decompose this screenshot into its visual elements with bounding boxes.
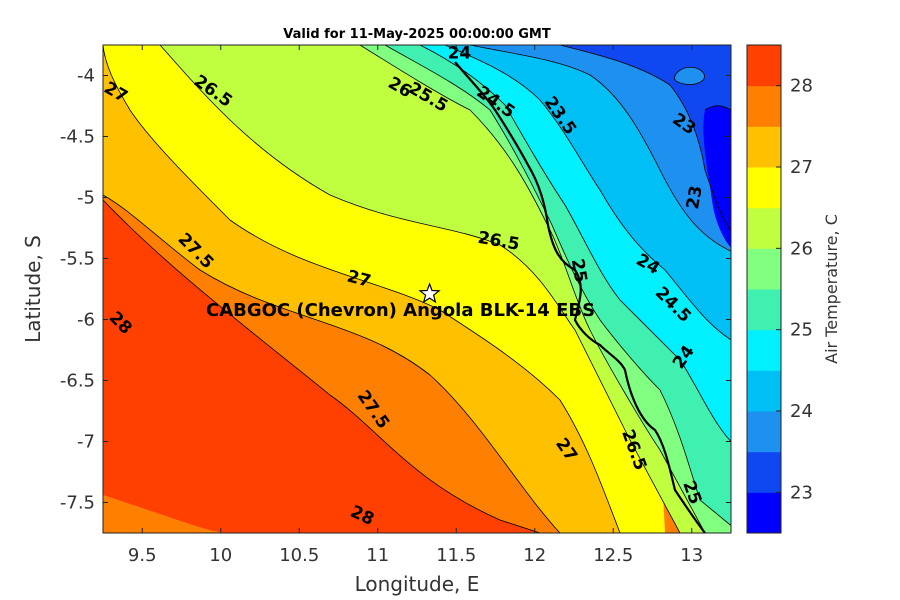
y-tick-label: -6.5 xyxy=(60,371,95,392)
colorbar-band xyxy=(747,45,781,87)
plot-frame xyxy=(102,44,732,534)
x-tick-label: 10 xyxy=(209,545,232,566)
colorbar-band xyxy=(747,370,781,412)
band-23-23-5 xyxy=(560,45,731,231)
star-icon xyxy=(418,282,441,304)
y-tick-label: -4.5 xyxy=(60,127,95,148)
colorbar-tick-label: 26 xyxy=(790,238,813,259)
colorbar-band xyxy=(747,126,781,168)
colorbar-band xyxy=(747,85,781,127)
y-axis-label: Latitude, S xyxy=(21,235,45,343)
y-tick-label: -5.5 xyxy=(60,249,95,270)
map-title: Valid for 11-May-2025 00:00:00 GMT xyxy=(283,27,551,42)
band-27-5-28-corner xyxy=(103,495,230,533)
x-tick-label: 11 xyxy=(366,545,389,566)
colorbar-band xyxy=(747,329,781,371)
colorbar-frame xyxy=(746,44,782,534)
x-tick-label: 11.5 xyxy=(436,545,476,566)
colorbar-tick-label: 25 xyxy=(790,320,813,341)
x-tick-label: 9.5 xyxy=(128,545,157,566)
colorbar: 23 24 25 26 27 28 xyxy=(747,45,813,534)
band-23-5-24 xyxy=(470,45,731,252)
colorbar-band xyxy=(747,289,781,331)
cool-patch xyxy=(674,67,705,85)
y-tick-label: -5 xyxy=(77,188,95,209)
contour-label: 25 xyxy=(567,257,591,284)
colorbar-tick-label: 27 xyxy=(790,157,813,178)
colorbar-label: Air Temperature, C xyxy=(822,214,841,364)
colorbar-band xyxy=(747,451,781,493)
x-axis-label: Longitude, E xyxy=(355,572,480,596)
band-28-plus xyxy=(103,200,540,533)
colorbar-band xyxy=(747,411,781,453)
y-tick-label: -4 xyxy=(77,66,95,87)
band-below-23 xyxy=(703,105,731,248)
x-tick-label: 10.5 xyxy=(279,545,319,566)
colorbar-band xyxy=(747,207,781,249)
colorbar-tick-label: 24 xyxy=(790,401,813,422)
site-marker xyxy=(418,282,441,304)
colorbar-tick-label: 23 xyxy=(790,482,813,503)
colorbar-band xyxy=(747,167,781,209)
contour-label: 24 xyxy=(448,44,472,64)
y-tick-label: -6 xyxy=(77,310,95,331)
colorbar-band xyxy=(747,492,781,534)
contour-field xyxy=(103,45,731,533)
y-tick-label: -7.5 xyxy=(60,493,95,514)
x-tick-label: 12 xyxy=(523,545,546,566)
x-tick-label: 12.5 xyxy=(593,545,633,566)
x-tick-label: 13 xyxy=(680,545,703,566)
contour-label: 23 xyxy=(683,184,707,211)
y-tick-label: -7 xyxy=(77,432,95,453)
x-axis: 9.5 10 10.5 11 11.5 12 12.5 13 xyxy=(128,45,703,566)
colorbar-band xyxy=(747,248,781,290)
site-label: CABGOC (Chevron) Angola BLK-14 EBS xyxy=(206,300,595,321)
colorbar-tick-label: 28 xyxy=(790,76,813,97)
y-axis: -4 -4.5 -5 -5.5 -6 -6.5 -7 -7.5 xyxy=(60,66,731,514)
contour-lines xyxy=(103,45,731,533)
coastline xyxy=(454,61,706,533)
